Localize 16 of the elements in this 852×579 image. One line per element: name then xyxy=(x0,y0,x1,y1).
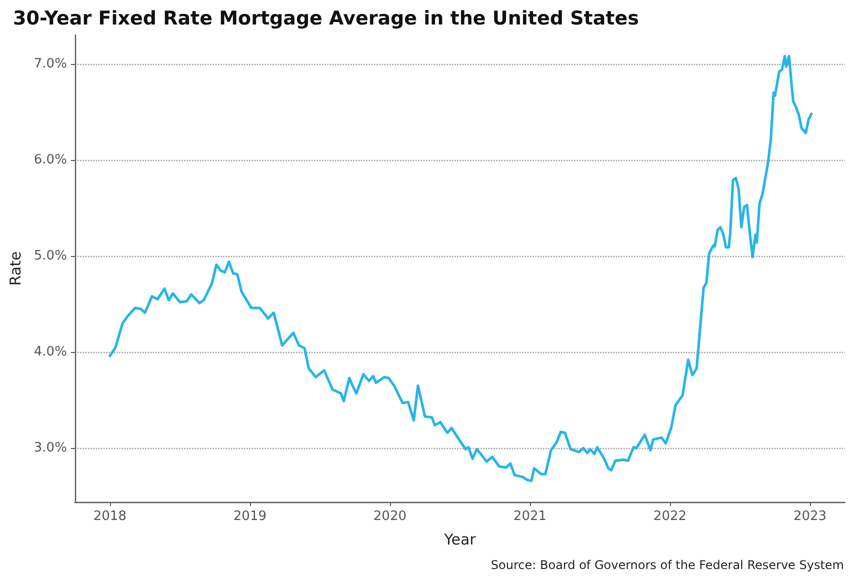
x-tick-label: 2019 xyxy=(233,509,266,524)
x-tick-label: 2020 xyxy=(373,509,407,524)
y-tick-label: 3.0% xyxy=(34,440,67,456)
x-tick-label: 2021 xyxy=(513,509,547,524)
source-note: Source: Board of Governors of the Federal Reserve System xyxy=(490,558,844,572)
x-tick-label: 2023 xyxy=(793,509,827,524)
y-tick-label: 4.0% xyxy=(34,344,67,360)
line-series xyxy=(108,54,813,482)
y-tick-label: 6.0% xyxy=(34,152,67,168)
chart-title: 30-Year Fixed Rate Mortgage Average in the United States xyxy=(13,8,639,30)
x-tick-label: 2018 xyxy=(93,509,126,524)
y-tick-label: 7.0% xyxy=(34,56,67,72)
x-tick-label: 2022 xyxy=(653,509,687,524)
x-axis-title: Year xyxy=(443,530,477,548)
y-axis-title: Rate xyxy=(6,251,24,286)
y-tick-label: 5.0% xyxy=(34,248,67,264)
